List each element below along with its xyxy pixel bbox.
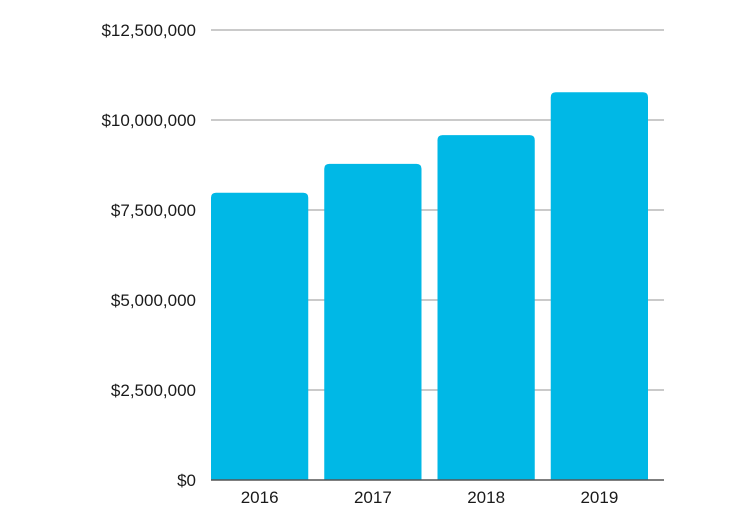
y-axis-tick-labels: $0 $2,500,000 $5,000,000 $7,500,000 $10,000,… [101, 21, 196, 490]
x-tick-label: 2016 [241, 488, 279, 507]
y-tick-label: $2,500,000 [111, 381, 196, 400]
y-tick-label: $10,000,000 [101, 111, 196, 130]
y-tick-label: $5,000,000 [111, 291, 196, 310]
bar-2019 [550, 92, 648, 480]
x-tick-label: 2019 [580, 488, 618, 507]
y-tick-label: $12,500,000 [101, 21, 196, 40]
bar-2018 [437, 135, 535, 480]
x-axis-tick-labels: 2016 2017 2018 2019 [241, 488, 619, 507]
bars [211, 92, 664, 481]
bar-2017 [324, 163, 422, 481]
y-tick-label: $7,500,000 [111, 201, 196, 220]
x-tick-label: 2018 [467, 488, 505, 507]
bar-2016 [211, 192, 309, 480]
x-tick-label: 2017 [354, 488, 392, 507]
y-tick-label: $0 [177, 471, 196, 490]
